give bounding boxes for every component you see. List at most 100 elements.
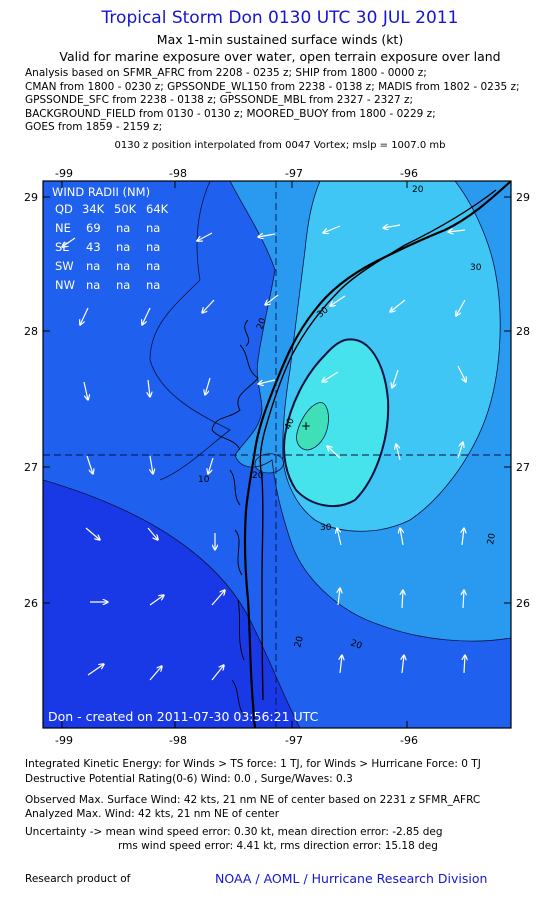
max-wind-marker: + — [301, 419, 311, 433]
analysis-line: CMAN from 1800 - 0230 z; GPSSONDE_WL150 … — [25, 80, 520, 93]
wind-arrow — [383, 225, 401, 228]
lon-label: -99 — [55, 734, 73, 747]
wind-arrow — [337, 528, 342, 546]
lon-label: -99 — [55, 167, 73, 180]
wind-arrow — [448, 230, 466, 232]
contour-40-fill — [296, 402, 329, 450]
contour-label: 20 — [293, 635, 306, 649]
wind-arrow — [330, 295, 346, 306]
lat-label: 28 — [516, 325, 530, 338]
wind-arrow — [390, 299, 406, 312]
wind-radii-row: SW na na na — [55, 259, 160, 273]
wind-radii-cell: na — [146, 278, 160, 292]
wind-arrow — [202, 299, 215, 313]
wind-arrow — [211, 590, 225, 606]
credit-left: Research product of — [25, 873, 131, 885]
wind-radii-cell: 34K — [82, 202, 105, 216]
barrier-island — [259, 189, 497, 701]
wind-vectors — [62, 225, 466, 681]
analysis-line: BACKGROUND_FIELD from 0130 - 0130 z; MOO… — [25, 107, 436, 120]
wind-arrow — [208, 457, 214, 474]
wind-radii-title: WIND RADII (NM) — [52, 185, 150, 199]
contour-label: 20 — [255, 317, 268, 331]
contour-20-line — [229, 181, 511, 642]
contour-35-line — [283, 338, 390, 508]
analysis-line: GPSSONDE_SFC from 2238 - 0138 z; GPSSOND… — [25, 94, 414, 107]
wind-radii-row: SE 43 na na — [55, 240, 160, 254]
contour-label: 10 — [198, 475, 210, 485]
lon-label: -96 — [400, 734, 418, 747]
wind-arrow — [457, 365, 466, 382]
wind-radii-cell: SW — [55, 259, 74, 273]
wind-arrow — [463, 590, 464, 609]
lat-label: 27 — [516, 461, 530, 474]
wind-radii-cell: na — [116, 221, 130, 235]
position-line: 0130 z position interpolated from 0047 V… — [114, 140, 446, 151]
lon-label: -98 — [169, 734, 187, 747]
wind-arrow — [462, 528, 464, 546]
analysis-line: GOES from 1859 - 2159 z; — [25, 121, 163, 134]
wind-radii-cell: na — [146, 221, 160, 235]
uncertainty-line: Uncertainty -> mean wind speed error: 0.… — [25, 826, 443, 838]
lat-label: 29 — [24, 191, 38, 204]
wind-arrow — [456, 299, 466, 316]
analysis-line: Analysis based on SFMR_AFRC from 2208 - … — [25, 67, 427, 79]
observed-max-line: Observed Max. Surface Wind: 42 kts, 21 n… — [25, 794, 481, 806]
wind-arrow — [85, 527, 100, 540]
wind-arrow — [402, 655, 404, 674]
wind-arrow — [322, 371, 339, 382]
wind-arrow — [142, 307, 151, 325]
wind-arrow — [340, 655, 342, 674]
wind-arrow — [396, 444, 401, 461]
lat-label: 26 — [24, 597, 38, 610]
map-subtitle: Max 1-min sustained surface winds (kt) — [156, 32, 404, 47]
wind-radii-row: NW na na na — [55, 278, 160, 292]
contour-label: 30 — [470, 263, 482, 273]
dpr-line: Destructive Potential Rating(0-6) Wind: … — [25, 773, 353, 785]
wind-arrow — [87, 664, 104, 676]
wind-radii-cell: na — [86, 278, 100, 292]
contour-label: 40 — [283, 417, 296, 431]
wind-arrow — [83, 381, 88, 400]
wind-radii-cell: SE — [55, 240, 70, 254]
exposure-note: Valid for marine exposure over water, op… — [59, 49, 501, 64]
lon-label: -96 — [400, 167, 418, 180]
wind-radii-cell: 43 — [86, 240, 101, 254]
bay-detail — [211, 319, 259, 716]
wind-radii-cell: na — [116, 259, 130, 273]
wind-radii-table: WIND RADII (NM) QD 34K 50K 64K NE 69 na … — [52, 185, 169, 292]
lon-label: -98 — [169, 167, 187, 180]
lat-label: 29 — [516, 191, 530, 204]
lat-labels: 29 28 27 26 29 28 27 26 — [24, 191, 530, 610]
wind-arrow — [338, 588, 340, 606]
wind-radii-header: QD 34K 50K 64K — [55, 202, 169, 216]
analyzed-max-line: Analyzed Max. Wind: 42 kts, 21 nm NE of … — [25, 808, 280, 820]
wind-arrow — [258, 234, 276, 237]
wind-radii-cell: na — [116, 278, 130, 292]
wind-arrow — [265, 294, 279, 305]
contour-label: 20 — [252, 471, 264, 481]
contour-40-line — [296, 402, 329, 451]
wind-radii-cell: NW — [55, 278, 75, 292]
lat-label: 26 — [516, 597, 530, 610]
wind-radii-cell: NE — [55, 221, 71, 235]
wind-arrow — [150, 455, 153, 474]
wind-arrow — [258, 379, 276, 384]
contour-10-line — [43, 479, 301, 728]
wind-arrow — [464, 655, 465, 674]
contour-label: 30 — [320, 523, 332, 533]
wind-field: + 20 30 40 10 20 20 30 20 20 20 30 — [43, 181, 511, 728]
center-contour-line — [254, 453, 284, 474]
contour-30-line — [282, 181, 501, 532]
map-title: Tropical Storm Don 0130 UTC 30 JUL 2011 — [101, 8, 459, 28]
wind-radii-cell: na — [116, 240, 130, 254]
lon-label: -97 — [285, 167, 303, 180]
wind-arrow — [392, 369, 399, 388]
lon-labels: -99 -98 -97 -96 -99 -98 -97 -96 — [55, 167, 418, 747]
contour-label-group: 20 30 40 10 20 20 30 20 20 20 30 — [198, 185, 498, 652]
wind-radii-cell: 50K — [114, 202, 137, 216]
hrd-credit[interactable]: NOAA / AOML / Hurricane Research Divisio… — [215, 871, 488, 886]
wind-radii-cell: na — [146, 259, 160, 273]
contour-label: 20 — [349, 638, 363, 651]
